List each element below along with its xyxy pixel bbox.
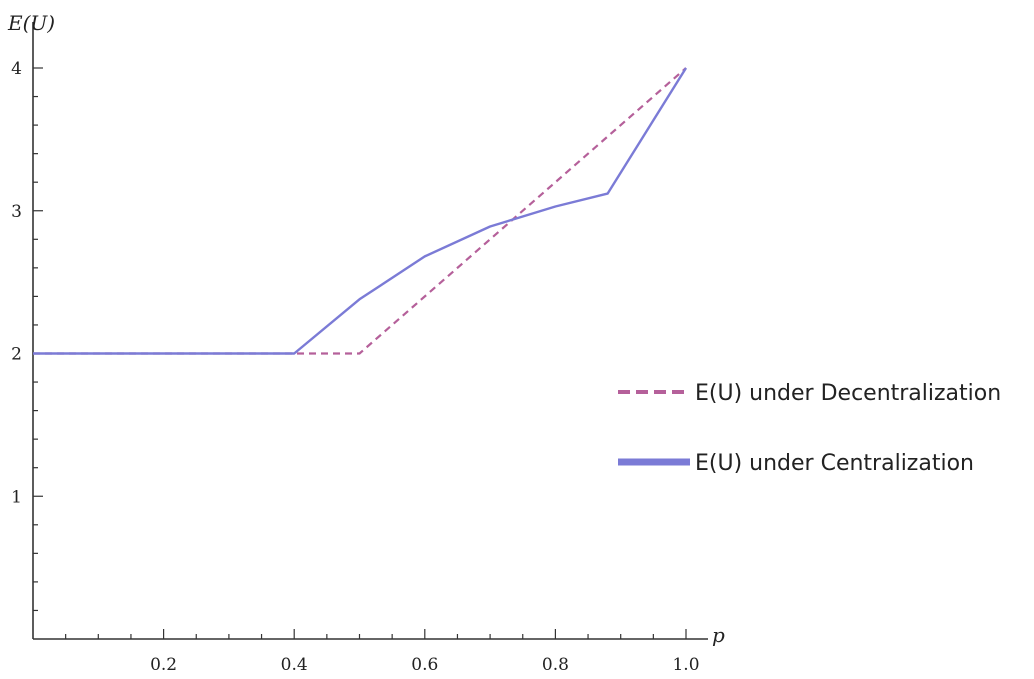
x-axis-title: p — [712, 623, 725, 647]
y-tick-label: 3 — [11, 202, 22, 222]
x-tick-label: 0.4 — [281, 655, 308, 675]
ticks: 0.2 0.4 0.6 0.8 1.0 1 2 3 4 — [11, 59, 699, 675]
y-tick-label: 1 — [11, 487, 22, 507]
x-tick-label: 1.0 — [672, 655, 699, 675]
series-line-0 — [33, 67, 687, 355]
x-tick-label: 0.2 — [150, 655, 177, 675]
y-axis-title: E(U) — [7, 11, 55, 35]
axes — [32, 22, 708, 640]
x-tick-label: 0.6 — [411, 655, 438, 675]
legend-label-centralization: E(U) under Centralization — [695, 451, 974, 476]
x-tick-label: 0.8 — [542, 655, 569, 675]
y-tick-label: 4 — [11, 59, 22, 79]
series-line-1 — [33, 67, 688, 355]
legend: E(U) under Decentralization E(U) under C… — [618, 381, 1001, 476]
y-tick-label: 2 — [11, 345, 22, 365]
series-group — [33, 67, 688, 355]
legend-label-decentralization: E(U) under Decentralization — [695, 381, 1001, 406]
